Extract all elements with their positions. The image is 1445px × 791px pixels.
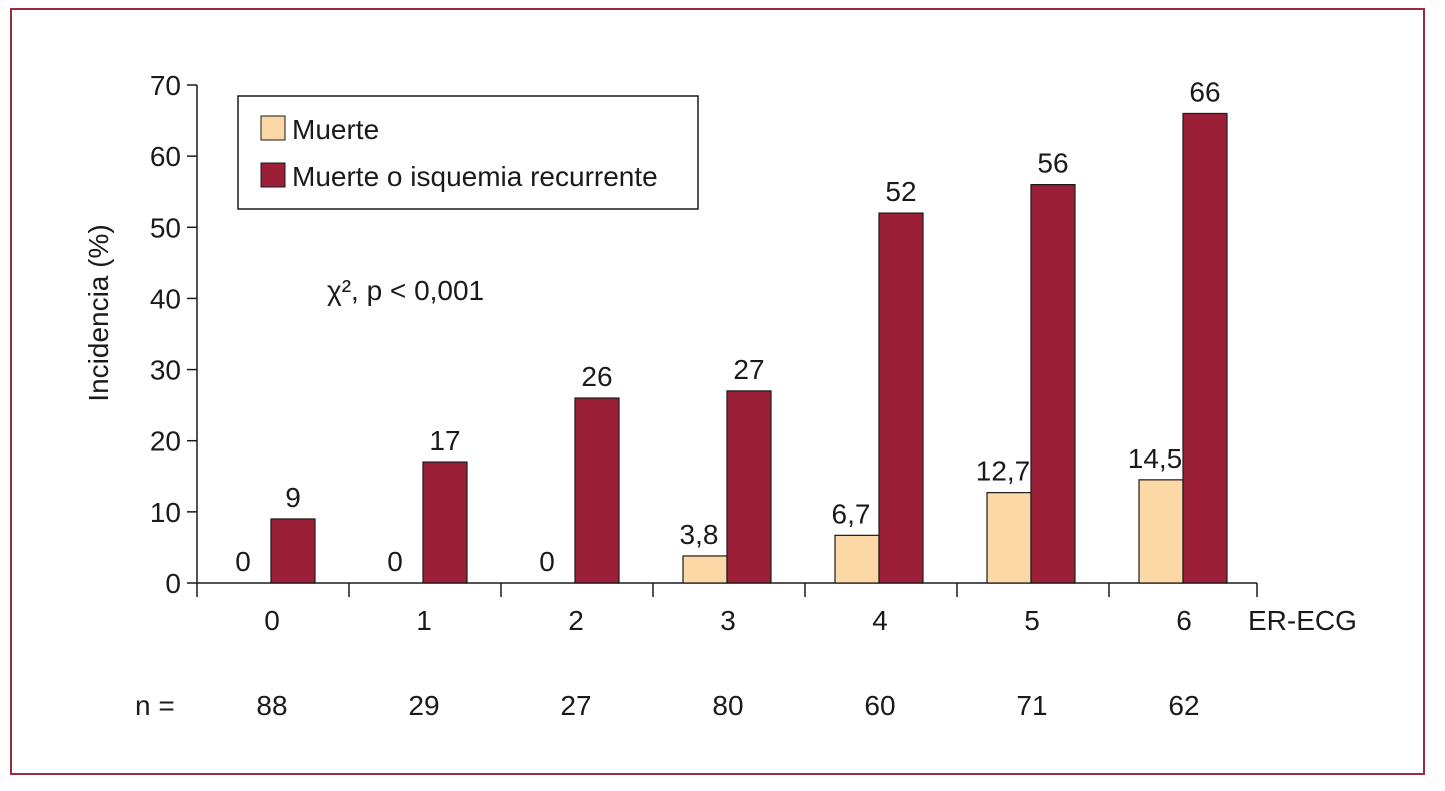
data-label-muerte-2: 0: [539, 546, 555, 577]
y-tick-label-30: 30: [150, 355, 181, 386]
n-value-5: 71: [1016, 690, 1047, 721]
data-label-muerte-o-isquemia-5: 56: [1037, 148, 1068, 179]
data-label-muerte-6: 14,5: [1128, 443, 1183, 474]
x-tick-label-5: 5: [1024, 605, 1040, 636]
n-value-0: 88: [256, 690, 287, 721]
bar-muerte-4: [834, 534, 880, 584]
data-label-muerte-o-isquemia-2: 26: [581, 361, 612, 392]
bar-muerte-o-isquemia-6: [1182, 112, 1228, 584]
bar-muerte-o-isquemia-1: [422, 461, 468, 584]
x-tick-label-3: 3: [720, 605, 736, 636]
bar-muerte-6: [1138, 479, 1184, 584]
x-tick-label-4: 4: [872, 605, 888, 636]
legend-label-muerte: Muerte: [292, 114, 379, 145]
x-axis-label: ER-ECG: [1248, 605, 1357, 636]
data-label-muerte-o-isquemia-1: 17: [429, 425, 460, 456]
x-tick-label-1: 1: [416, 605, 432, 636]
y-tick-label-70: 70: [150, 70, 181, 101]
y-tick-label-10: 10: [150, 497, 181, 528]
x-tick-label-0: 0: [264, 605, 280, 636]
bar-muerte-o-isquemia-5: [1030, 184, 1076, 584]
bar-muerte-o-isquemia-2: [574, 397, 620, 584]
n-value-3: 80: [712, 690, 743, 721]
data-label-muerte-0: 0: [235, 546, 251, 577]
significance-annotation: χ², p < 0,001: [327, 275, 484, 306]
legend-swatch-muerte: [260, 115, 286, 141]
y-tick-label-20: 20: [150, 426, 181, 457]
axes: 0 10 20 30 40 50 60 70: [150, 70, 1258, 599]
n-label: n =: [135, 690, 175, 721]
legend-box: [237, 95, 699, 210]
x-tick-label-2: 2: [568, 605, 584, 636]
data-label-muerte-o-isquemia-0: 9: [285, 482, 301, 513]
y-tick-label-0: 0: [165, 568, 181, 599]
bars: [270, 112, 1228, 584]
y-axis-label: Incidencia (%): [83, 224, 114, 401]
y-tick-label-40: 40: [150, 283, 181, 314]
y-tick-label-60: 60: [150, 141, 181, 172]
data-label-muerte-1: 0: [387, 546, 403, 577]
y-tick-label-50: 50: [150, 212, 181, 243]
data-label-muerte-4: 6,7: [832, 498, 871, 529]
data-label-muerte-3: 3,8: [680, 519, 719, 550]
x-tick-label-6: 6: [1176, 605, 1192, 636]
n-value-6: 62: [1168, 690, 1199, 721]
data-label-muerte-o-isquemia-3: 27: [733, 354, 764, 385]
data-label-muerte-5: 12,7: [976, 456, 1031, 487]
legend-swatch-muerte-o-isquemia: [260, 162, 286, 188]
bar-muerte-o-isquemia-3: [726, 390, 772, 584]
bar-muerte-5: [986, 492, 1032, 584]
bar-muerte-3: [682, 555, 728, 584]
bar-muerte-o-isquemia-0: [270, 518, 316, 584]
legend: Muerte Muerte o isquemia recurrente: [237, 95, 699, 210]
n-value-2: 27: [560, 690, 591, 721]
legend-label-muerte-o-isquemia: Muerte o isquemia recurrente: [292, 161, 658, 192]
data-label-muerte-o-isquemia-4: 52: [885, 176, 916, 207]
n-value-4: 60: [864, 690, 895, 721]
data-label-muerte-o-isquemia-6: 66: [1189, 76, 1220, 107]
n-value-1: 29: [408, 690, 439, 721]
bar-muerte-o-isquemia-4: [878, 212, 924, 584]
